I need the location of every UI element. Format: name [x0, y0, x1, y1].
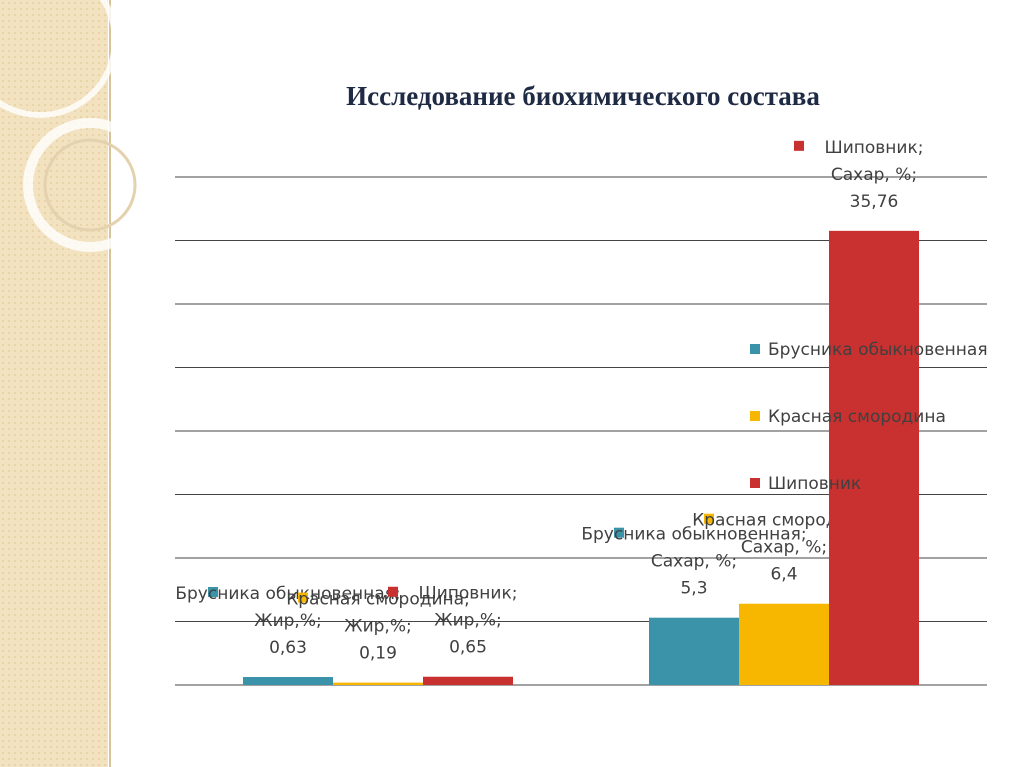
bar [739, 603, 829, 685]
data-label-text: Жир,% [434, 611, 496, 631]
data-label: Шиповник; Сахар, %; 35,76 [794, 138, 923, 212]
data-label-line: Жир,%; [254, 611, 321, 631]
data-label-text: Сахар, % [831, 165, 912, 185]
data-label-line: Жир,%; [434, 611, 501, 631]
bar [423, 676, 513, 685]
data-label-line: 0,19 [359, 644, 397, 664]
data-label-text: 0,63 [269, 638, 307, 658]
data-label-text: 35,76 [850, 192, 899, 212]
data-label-key [298, 592, 308, 603]
data-label-line: Сахар, %; [741, 538, 827, 558]
data-label-text: ; [512, 584, 518, 604]
data-label-line: Сахар, %; [831, 165, 917, 185]
chart-title: Исследование биохимического состава [346, 81, 820, 111]
bar [829, 230, 919, 685]
data-label-line: Шиповник; [419, 584, 518, 604]
data-label-line: Шиповник; [825, 138, 924, 158]
data-label-text: Красная смородина [286, 590, 464, 610]
data-label-line: Брусника обыкновенная; [581, 525, 806, 545]
data-label-text: Сахар, % [741, 538, 822, 558]
data-label-text: ; [316, 611, 322, 631]
data-label-text: Брусника обыкновенная [175, 584, 395, 604]
data-label-text: ; [911, 165, 917, 185]
data-label: Брусника обыкновенная; Сахар, %; 5,3 [581, 525, 806, 599]
data-label-text: 0,19 [359, 644, 397, 664]
data-label-text: ; [801, 525, 807, 545]
data-label-text: 0,65 [449, 638, 487, 658]
data-label-text: ; [406, 617, 412, 637]
data-label-key [794, 140, 804, 151]
data-label-line: 0,63 [269, 638, 307, 658]
data-label: Красная смородина; Жир,%; 0,19 [286, 590, 470, 664]
data-label-text: Шиповник [825, 138, 918, 158]
data-label-text: 6,4 [770, 565, 797, 585]
data-label: Шиповник; Жир,%; 0,65 [388, 584, 517, 658]
data-label-text: ; [496, 611, 502, 631]
data-label-text: Сахар, % [651, 552, 732, 572]
decoration [0, 0, 157, 767]
data-label-key [614, 527, 624, 538]
data-label-text: ; [731, 552, 737, 572]
data-label-text: Жир,% [344, 617, 406, 637]
data-label: Красная смородина; Сахар, %; 6,4 [692, 511, 876, 585]
legend-key [750, 478, 760, 488]
data-label-line: Красная смородина; [286, 590, 470, 610]
data-label-text: ; [918, 138, 924, 158]
data-label-text: Брусника обыкновенная [581, 525, 801, 545]
legend-key [750, 411, 760, 421]
legend-label: Брусника обыкновенная [768, 340, 988, 360]
data-label-text: 5,3 [680, 579, 707, 599]
data-label-key [388, 586, 398, 597]
legend-label: Шиповник [768, 474, 861, 494]
data-label-text: Жир,% [254, 611, 316, 631]
data-label-line: 0,65 [449, 638, 487, 658]
data-label-line: 6,4 [770, 565, 797, 585]
legend-label: Красная смородина [768, 407, 946, 427]
data-label-text: ; [821, 538, 827, 558]
bar [243, 676, 333, 685]
data-label-text: ; [464, 590, 470, 610]
data-label: Брусника обыкновенная; Жир,%; 0,63 [175, 584, 400, 658]
data-label-line: 5,3 [680, 579, 707, 599]
data-label-key [704, 513, 714, 524]
data-label-line: Сахар, %; [651, 552, 737, 572]
data-label-key [208, 586, 218, 597]
legend-key [750, 344, 760, 354]
data-label-line: Жир,%; [344, 617, 411, 637]
bar [333, 682, 423, 685]
data-label-line: 35,76 [850, 192, 899, 212]
bar [649, 617, 739, 685]
data-label-text: Красная смородина [692, 511, 870, 531]
data-label-text: Шиповник [419, 584, 512, 604]
